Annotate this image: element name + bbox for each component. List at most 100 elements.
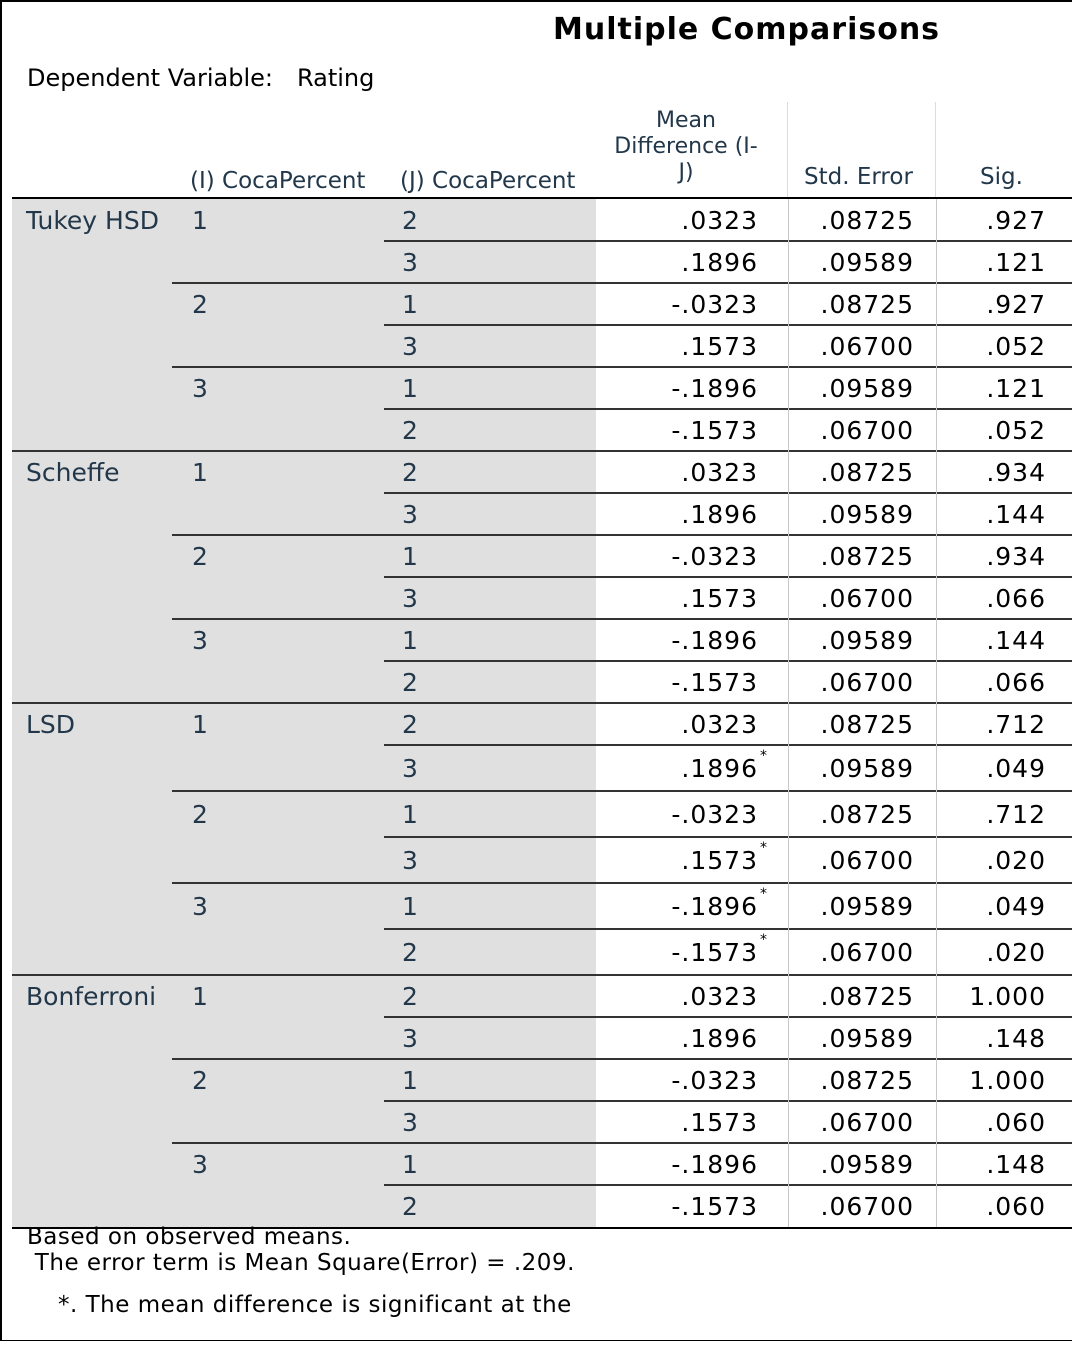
- j-group-cell: 3: [402, 331, 418, 361]
- footnote-significance: *. The mean difference is significant at…: [58, 1292, 572, 1318]
- j-group-cell: 1: [402, 891, 418, 921]
- sig-cell: .121: [986, 247, 1046, 277]
- mean-difference-value: -.1573: [671, 1191, 758, 1221]
- col-header-j: (J) CocaPercent: [400, 168, 576, 194]
- std-error-cell: .08725: [820, 205, 914, 235]
- std-error-cell: .09589: [820, 499, 914, 529]
- sig-cell: .020: [986, 845, 1046, 875]
- j-group-cell: 1: [402, 625, 418, 655]
- row-header-shading: [12, 199, 596, 1227]
- std-error-cell: .09589: [820, 1149, 914, 1179]
- sig-cell: .712: [986, 709, 1046, 739]
- mean-difference-cell: -.1573 *: [671, 929, 767, 975]
- sig-cell: .052: [986, 415, 1046, 445]
- footnote-based-on: Based on observed means.: [27, 1224, 352, 1250]
- mean-difference-cell: .1573: [681, 577, 766, 619]
- sig-cell: .052: [986, 331, 1046, 361]
- table-row: 2 1 -.0323 .08725 .712: [12, 791, 1072, 837]
- std-error-cell: .08725: [820, 981, 914, 1011]
- significance-marker: *: [760, 886, 768, 902]
- mean-difference-cell: -.1896 *: [671, 883, 768, 929]
- j-group-cell: 2: [402, 205, 418, 235]
- j-group-cell: 2: [402, 457, 418, 487]
- sig-cell: .144: [986, 499, 1046, 529]
- mean-difference-value: .1573: [681, 583, 758, 613]
- method-group-rule: [12, 702, 1072, 704]
- table-row: 2 -.1573 .06700 .052: [12, 409, 1072, 451]
- j-row-rule: [384, 928, 1072, 930]
- sig-cell: .060: [986, 1191, 1046, 1221]
- table-row: 2 -.1573 .06700 .066: [12, 661, 1072, 703]
- mean-difference-cell: -.0323: [671, 1059, 766, 1101]
- table-row: 3 .1896 * .09589 .049: [12, 745, 1072, 791]
- table-row: Tukey HSD 1 2 .0323 .08725 .927: [12, 199, 1072, 241]
- sig-cell: 1.000: [969, 1065, 1046, 1095]
- mean-difference-value: .1896: [681, 499, 758, 529]
- mean-difference-cell: .1896: [681, 493, 766, 535]
- i-group-rule: [172, 618, 1072, 620]
- mean-difference-cell: -.1573: [671, 661, 766, 703]
- std-error-cell: .08725: [820, 289, 914, 319]
- j-group-cell: 3: [402, 247, 418, 277]
- j-row-rule: [384, 1100, 1072, 1102]
- footnote-error-term: The error term is Mean Square(Error) = .…: [27, 1250, 575, 1276]
- std-error-cell: .08725: [820, 1065, 914, 1095]
- header-divider: [787, 102, 788, 199]
- sig-cell: .927: [986, 205, 1046, 235]
- std-error-cell: .08725: [820, 709, 914, 739]
- j-row-rule: [384, 1016, 1072, 1018]
- std-error-cell: .09589: [820, 625, 914, 655]
- j-group-cell: 1: [402, 799, 418, 829]
- table-row: 3 1 -.1896 .09589 .144: [12, 619, 1072, 661]
- sig-cell: 1.000: [969, 981, 1046, 1011]
- mean-difference-value: -.1896: [671, 891, 758, 921]
- i-group-cell: 1: [192, 709, 208, 739]
- j-row-rule: [384, 660, 1072, 662]
- std-error-cell: .09589: [820, 247, 914, 277]
- i-group-cell: 2: [192, 1065, 208, 1095]
- i-group-rule: [172, 790, 1072, 792]
- i-group-cell: 1: [192, 205, 208, 235]
- mean-difference-value: .0323: [681, 457, 758, 487]
- sig-cell: .049: [986, 891, 1046, 921]
- std-error-cell: .09589: [820, 1023, 914, 1053]
- std-error-cell: .06700: [820, 845, 914, 875]
- table-row: 3 .1573 .06700 .052: [12, 325, 1072, 367]
- i-group-cell: 1: [192, 457, 208, 487]
- mean-difference-value: -.0323: [671, 799, 758, 829]
- mean-difference-cell: -.0323: [671, 535, 766, 577]
- j-row-rule: [384, 576, 1072, 578]
- j-row-rule: [384, 492, 1072, 494]
- sig-cell: .066: [986, 667, 1046, 697]
- table-row: 3 1 -.1896 .09589 .121: [12, 367, 1072, 409]
- table-row: Scheffe 1 2 .0323 .08725 .934: [12, 451, 1072, 493]
- header-rule: [12, 197, 1072, 199]
- j-group-cell: 1: [402, 373, 418, 403]
- header-divider: [935, 102, 936, 199]
- table-row: Bonferroni 1 2 .0323 .08725 1.000: [12, 975, 1072, 1017]
- mean-difference-value: .1896: [681, 1023, 758, 1053]
- sig-cell: .148: [986, 1149, 1046, 1179]
- j-row-rule: [384, 1184, 1072, 1186]
- sig-cell: .020: [986, 937, 1046, 967]
- i-group-cell: 2: [192, 799, 208, 829]
- sig-cell: .927: [986, 289, 1046, 319]
- mean-difference-value: .0323: [681, 981, 758, 1011]
- j-group-cell: 2: [402, 937, 418, 967]
- sig-cell: .144: [986, 625, 1046, 655]
- col-header-mean-difference-line3: J): [678, 160, 694, 185]
- std-error-cell: .06700: [820, 937, 914, 967]
- mean-difference-value: .1896: [681, 753, 758, 783]
- j-row-rule: [384, 744, 1072, 746]
- mean-difference-value: -.1573: [671, 415, 758, 445]
- i-group-cell: 1: [192, 981, 208, 1011]
- mean-difference-cell: -.0323: [671, 791, 766, 837]
- mean-difference-value: .1573: [681, 845, 758, 875]
- table-row: 3 .1573 .06700 .060: [12, 1101, 1072, 1143]
- j-group-cell: 2: [402, 415, 418, 445]
- col-header-mean-difference-line1: Mean: [656, 108, 716, 133]
- mean-difference-value: .1573: [681, 331, 758, 361]
- j-group-cell: 2: [402, 1191, 418, 1221]
- mean-difference-cell: -.1896: [671, 619, 766, 661]
